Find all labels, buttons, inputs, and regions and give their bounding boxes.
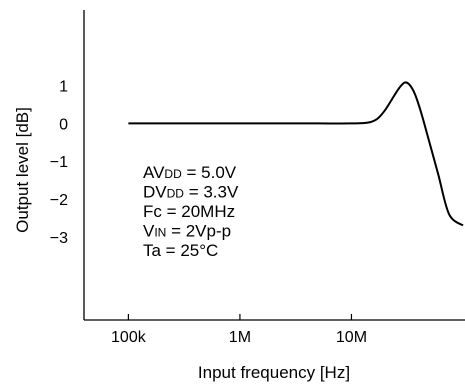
condition-value: = 5.0V [182,163,237,182]
x-tick-label: 100k [111,329,147,346]
x-ticks: 100k 1M 10M [111,314,367,346]
y-tick-label: 0 [59,116,68,133]
condition-subscript: DD [164,167,182,181]
condition-main: V [143,222,155,241]
x-axis-title: Input frequency [Hz] [198,363,350,382]
condition-value: = 3.3V [184,183,239,202]
condition-line: DVDD = 3.3V [143,183,239,202]
condition-main: Ta = 25°C [143,241,218,260]
condition-line: VIN = 2Vp-p [143,222,231,241]
condition-value: = 2Vp-p [166,222,231,241]
condition-line: Fc = 20MHz [143,202,235,221]
condition-main: DV [143,183,167,202]
axes [84,10,465,320]
y-tick-label: −3 [50,230,68,247]
y-tick-label: −2 [50,192,68,209]
condition-main: Fc = 20MHz [143,202,235,221]
condition-subscript: IN [154,226,166,240]
condition-main: AV [143,163,165,182]
condition-line: AVDD = 5.0V [143,163,237,182]
x-tick-label: 10M [336,329,367,346]
y-tick-label: 1 [59,79,68,96]
y-ticks: 1 0 −1 −2 −3 [50,79,68,247]
y-axis-title: Output level [dB] [13,107,32,233]
condition-subscript: DD [167,187,185,201]
condition-line: Ta = 25°C [143,241,218,260]
x-tick-label: 1M [229,329,251,346]
y-tick-label: −1 [50,154,68,171]
